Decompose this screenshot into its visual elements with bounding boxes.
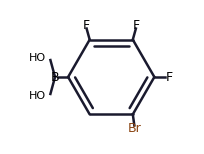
Text: HO: HO — [29, 53, 46, 63]
Text: Br: Br — [128, 122, 141, 136]
Text: F: F — [165, 71, 173, 83]
Text: B: B — [51, 71, 59, 83]
Text: F: F — [133, 18, 140, 32]
Text: F: F — [82, 18, 89, 32]
Text: HO: HO — [29, 91, 46, 101]
